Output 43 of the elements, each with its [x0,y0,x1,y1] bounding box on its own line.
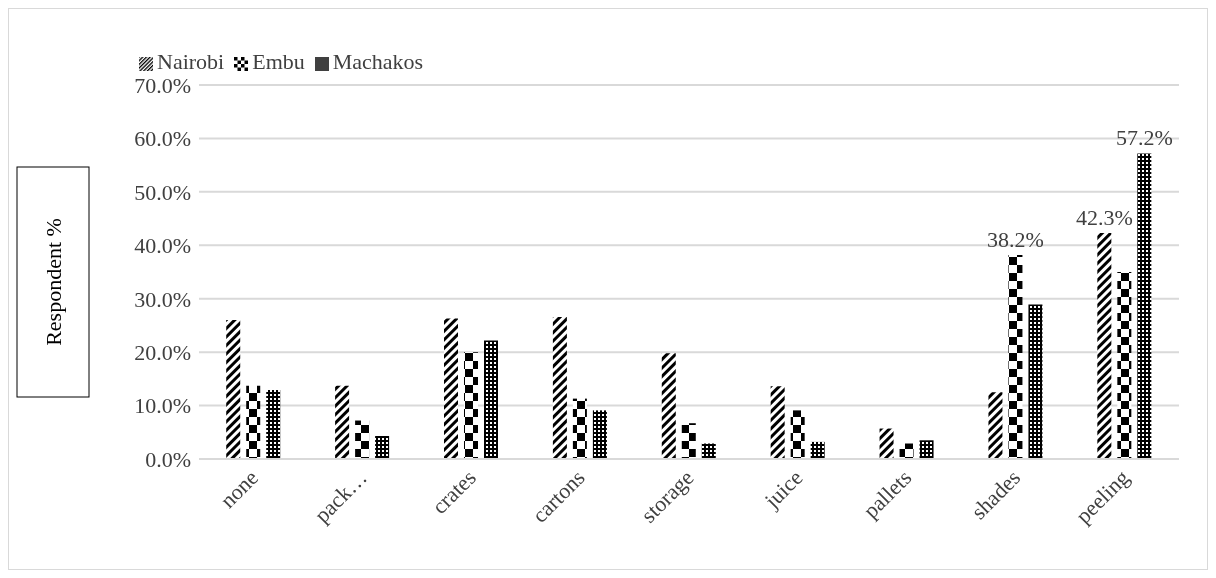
bar [246,385,261,459]
y-axis-title: Respondent % [40,218,66,346]
bar [879,428,894,459]
bar [1137,153,1152,459]
bar [464,352,478,459]
bar [661,353,676,459]
data-label: 57.2% [1115,125,1173,151]
bar [226,320,241,459]
bar [266,390,281,459]
bar [899,443,914,459]
bar [444,318,458,459]
y-tick-label: 70.0% [134,72,191,98]
x-tick-label: none [215,464,263,513]
data-label: 42.3% [1075,205,1133,230]
y-tick-label: 60.0% [134,126,191,152]
bar [1097,233,1112,459]
bar [770,386,785,459]
bar [552,316,567,459]
bar [919,440,934,459]
bar [355,420,370,459]
bar [572,398,587,459]
bar [375,436,390,459]
bar [1008,254,1023,459]
bar [484,340,498,459]
y-tick-label: 20.0% [134,339,191,365]
bar [810,441,825,459]
bar [335,385,350,459]
y-tick-label: 10.0% [134,393,191,419]
bar [1028,304,1043,459]
bar [701,443,716,459]
bar [592,410,607,459]
bar [790,410,805,459]
legend-label: Embu [252,49,305,74]
data-label: 38.2% [987,226,1044,252]
legend-label: Machakos [332,49,424,74]
bar [988,392,1003,459]
y-tick-label: 0.0% [145,446,191,472]
legend-label: Nairobi [157,49,225,74]
bar [681,423,696,459]
bar [1117,272,1132,459]
y-tick-label: 40.0% [134,233,191,259]
y-tick-label: 50.0% [134,179,191,205]
y-tick-label: 30.0% [134,286,191,312]
